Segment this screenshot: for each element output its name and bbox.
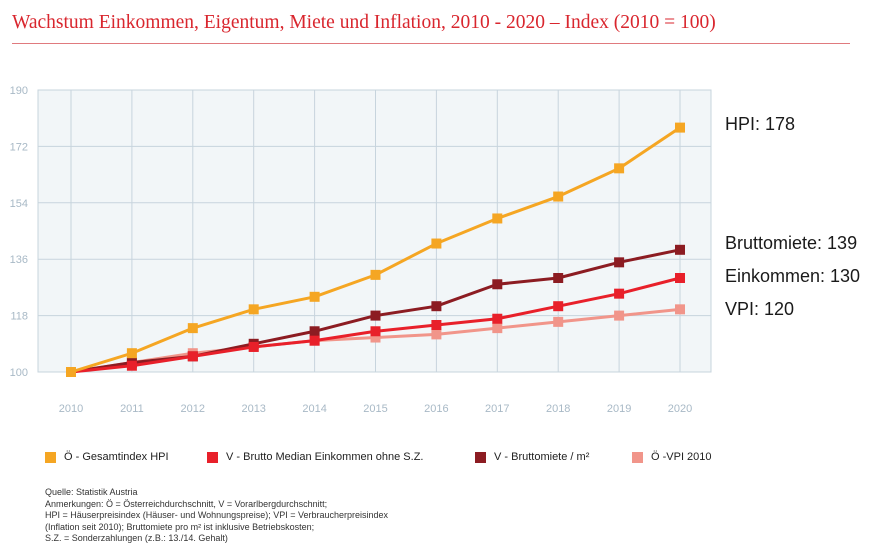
legend-swatch xyxy=(207,452,218,463)
data-point xyxy=(553,316,564,327)
data-point xyxy=(492,313,503,324)
legend-swatch xyxy=(475,452,486,463)
data-point xyxy=(309,335,320,346)
data-point xyxy=(370,269,381,280)
data-point xyxy=(431,320,442,330)
end-value-label: VPI: 120 xyxy=(725,299,794,319)
x-tick-label: 2016 xyxy=(424,403,448,415)
end-value-label: HPI: 178 xyxy=(725,114,795,134)
data-point xyxy=(187,323,198,334)
legend-swatch xyxy=(45,452,56,463)
legend-label: V - Bruttomiete / m² xyxy=(494,451,590,463)
data-point xyxy=(66,367,76,377)
plot-area xyxy=(37,89,712,373)
note-line: Anmerkungen: Ö = Österreichdurchschnitt,… xyxy=(45,498,328,509)
x-tick-label: 2017 xyxy=(485,403,509,415)
legend-swatch xyxy=(632,452,643,463)
data-point xyxy=(614,288,625,299)
y-tick-label: 190 xyxy=(10,85,28,97)
note-line: Quelle: Statistik Austria xyxy=(45,487,138,497)
data-point xyxy=(614,310,625,321)
x-tick-label: 2020 xyxy=(668,403,692,415)
x-tick-label: 2010 xyxy=(59,403,83,415)
y-tick-label: 118 xyxy=(10,311,28,323)
data-point xyxy=(553,191,564,202)
data-point xyxy=(370,326,381,337)
data-point xyxy=(492,279,503,290)
data-point xyxy=(126,360,137,371)
axis-labels: 100 118 136 154 172 190 2010 2011 2012 2013 2014 20… xyxy=(10,85,693,415)
footnotes: Quelle: Statistik Austria Anmerkungen: Ö… xyxy=(45,487,388,545)
data-point xyxy=(370,310,381,321)
title-divider xyxy=(12,43,850,44)
data-point xyxy=(553,273,564,283)
data-point xyxy=(492,213,503,224)
data-point xyxy=(675,122,685,133)
data-point xyxy=(126,348,137,359)
data-point xyxy=(431,238,442,249)
legend-label: V - Brutto Median Einkommen ohne S.Z. xyxy=(226,451,424,463)
chart-title: Wachstum Einkommen, Eigentum, Miete und … xyxy=(12,12,716,33)
data-point xyxy=(675,273,685,283)
data-point xyxy=(248,304,259,315)
data-point xyxy=(614,257,625,268)
data-point xyxy=(553,301,564,312)
data-point xyxy=(248,341,259,352)
x-tick-label: 2015 xyxy=(363,403,387,415)
data-point xyxy=(675,244,685,255)
x-tick-label: 2013 xyxy=(241,403,265,415)
data-point xyxy=(431,301,442,312)
legend-label: Ö -VPI 2010 xyxy=(651,451,712,463)
note-line: S.Z. = Sonderzahlungen (z.B.: 13./14. Ge… xyxy=(45,533,228,544)
data-point xyxy=(675,304,685,315)
x-tick-label: 2012 xyxy=(181,403,205,415)
y-tick-label: 100 xyxy=(10,367,28,379)
note-line: HPI = Häuserpreisindex (Häuser- und Wohn… xyxy=(45,510,389,521)
y-tick-label: 136 xyxy=(10,254,28,266)
legend-label: Ö - Gesamtindex HPI xyxy=(64,451,169,463)
y-tick-label: 172 xyxy=(10,141,28,153)
data-point xyxy=(187,351,198,362)
end-labels: HPI: 178 Bruttomiete: 139 Einkommen: 130 VP… xyxy=(725,114,860,319)
data-point xyxy=(309,291,320,302)
grid-layer xyxy=(38,89,711,373)
data-point xyxy=(431,329,442,340)
x-tick-label: 2014 xyxy=(302,403,326,415)
y-tick-label: 154 xyxy=(10,198,28,210)
data-point xyxy=(309,326,320,337)
x-tick-label: 2018 xyxy=(546,403,570,415)
line-chart: 100 118 136 154 172 190 2010 2011 2012 2013 2014 20… xyxy=(10,85,860,415)
series-layer xyxy=(66,122,685,377)
note-line: (Inflation seit 2010); Bruttomiete pro m… xyxy=(45,521,315,532)
x-tick-label: 2019 xyxy=(607,403,631,415)
end-value-label: Bruttomiete: 139 xyxy=(725,233,857,253)
data-point xyxy=(370,332,381,343)
end-value-label: Einkommen: 130 xyxy=(725,266,860,286)
x-tick-label: 2011 xyxy=(120,403,144,415)
data-point xyxy=(614,163,625,174)
data-point xyxy=(492,323,503,334)
